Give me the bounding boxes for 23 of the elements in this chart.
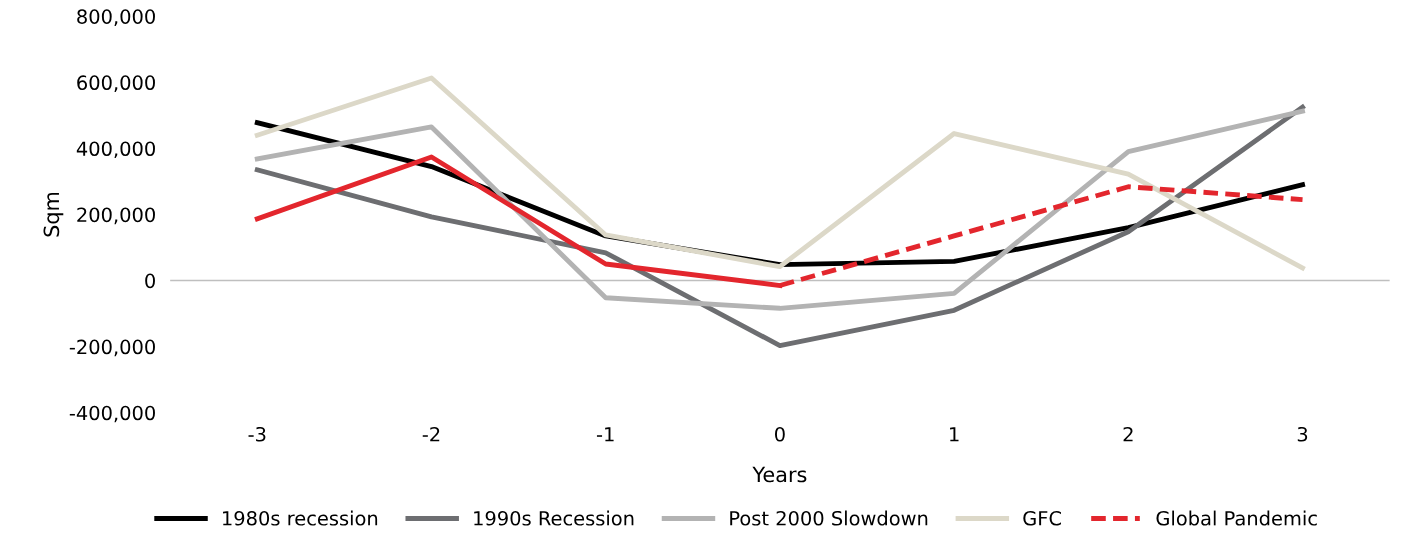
x-tick-label: 3	[1297, 426, 1308, 442]
x-tick-label: -3	[248, 426, 266, 442]
y-tick-label: 600,000	[77, 75, 155, 92]
y-tick-label: 0	[145, 273, 155, 289]
x-tick-label: 0	[775, 426, 785, 442]
y-tick-label: 400,000	[76, 141, 155, 159]
legend-label: Global Pandemic	[1156, 510, 1317, 526]
y-tick-label: -200,000	[69, 339, 155, 357]
legend-label: Post 2000 Slowdown	[730, 510, 928, 526]
legend-label: GFC	[1023, 510, 1061, 526]
y-tick-label: 800,000	[77, 9, 155, 26]
line-series	[254, 75, 1305, 271]
x-tick-label: -1	[596, 427, 614, 442]
x-tick-label: 1	[950, 427, 959, 442]
y-tick-label: 200,000	[77, 207, 155, 225]
legend-label: 1980s recession	[223, 510, 378, 526]
x-axis-title: Years	[752, 466, 807, 483]
y-axis-title: Sqm	[43, 192, 64, 237]
x-tick-label: 2	[1123, 426, 1133, 442]
line-series	[254, 104, 1305, 349]
x-tick-label: -2	[422, 426, 440, 442]
legend-label: 1990s Recession	[474, 510, 634, 526]
y-tick-label: -400,000	[69, 405, 155, 423]
